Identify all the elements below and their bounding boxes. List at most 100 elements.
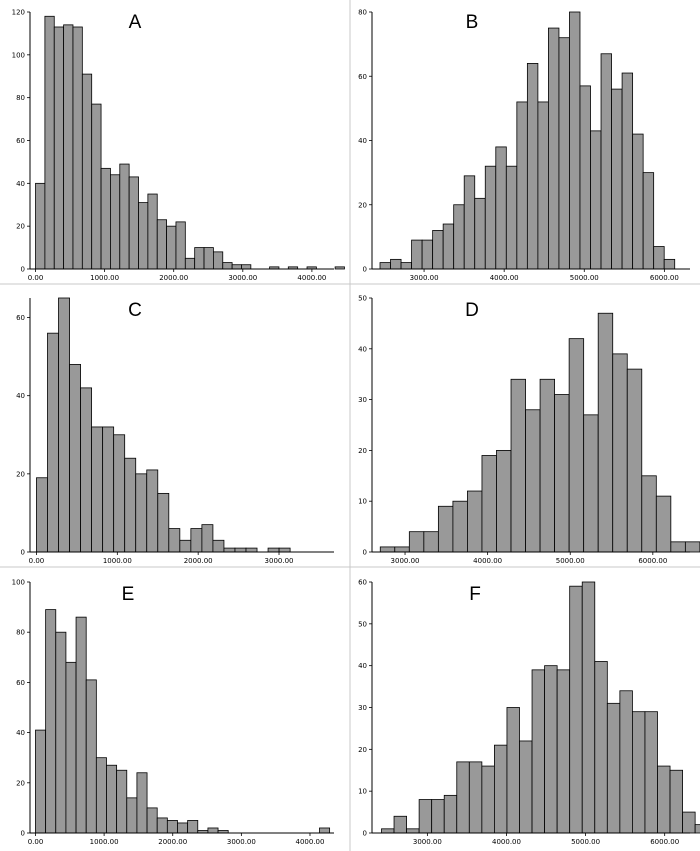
panel-f-bar-15 xyxy=(569,585,583,834)
panel-c-bar-1 xyxy=(47,332,59,553)
panel-e-label: E xyxy=(122,584,135,605)
panel-b-bar-0 xyxy=(379,262,391,270)
panel-a-bar-12 xyxy=(147,193,158,270)
panel-a-bar-8 xyxy=(110,174,121,270)
panel-f-bar-7 xyxy=(468,761,483,834)
panel-b-ytick-label-2: 40 xyxy=(358,137,367,145)
panel-f-bar-24 xyxy=(682,811,696,834)
panel-a-xtick-label-2: 2000.00 xyxy=(159,274,188,282)
panel-a-bar-9 xyxy=(119,163,130,270)
panel-d-bar-3 xyxy=(423,531,439,553)
panel-a-xtick-label-3: 3000.00 xyxy=(228,274,257,282)
panel-e-bar-5 xyxy=(85,679,97,834)
panel-f: 0 10 20 30 40 50 60 3000.00 4000.00 5000.00 6000.0… xyxy=(358,579,700,846)
panel-e-bar-13 xyxy=(166,820,178,834)
panel-f-bar-4 xyxy=(431,799,445,834)
panel-b-bar-18 xyxy=(569,11,581,270)
panel-a-bar-5 xyxy=(81,73,93,270)
panel-a-bar-7 xyxy=(100,167,111,270)
panel-f-bar-10 xyxy=(506,707,520,834)
panel-e-ytick-label-3: 60 xyxy=(16,679,25,687)
panel-e-bar-12 xyxy=(156,817,168,834)
panel-d-bar-4 xyxy=(437,505,454,553)
panel-f-bar-5 xyxy=(443,794,458,834)
panel-e-bar-0 xyxy=(35,729,47,834)
panel-b-bar-21 xyxy=(600,53,612,270)
panel-e-bar-1 xyxy=(45,609,57,834)
panel-a-bar-22 xyxy=(241,264,252,270)
panel-e-bar-2 xyxy=(55,631,67,834)
panel-c: 0 20 40 60 0.00 1000.00 2000.00 3000.00 C xyxy=(16,297,334,565)
panel-b-bar-19 xyxy=(579,85,591,270)
panel-b: 0 20 40 60 80 3000.00 4000.00 5000.00 6000.00 B xyxy=(358,9,690,282)
panel-b-bar-26 xyxy=(653,246,665,270)
panel-e-bar-8 xyxy=(116,769,128,834)
panel-f-bar-18 xyxy=(606,702,621,834)
panel-f-bar-11 xyxy=(519,740,533,834)
panel-d-bar-0 xyxy=(379,546,396,553)
panel-c-bar-14 xyxy=(190,528,203,553)
panel-e-bar-9 xyxy=(126,797,138,834)
panel-b-bar-22 xyxy=(611,88,623,270)
panel-a-bar-21 xyxy=(231,264,242,270)
panel-c-bar-22 xyxy=(278,547,291,553)
panel-a-label: A xyxy=(129,12,142,33)
panel-d-xtick-label-2: 5000.00 xyxy=(556,557,585,565)
panel-c-ytick-label-0: 0 xyxy=(21,549,25,557)
panel-a-bar-0 xyxy=(35,182,46,270)
panel-f-bar-25 xyxy=(694,824,700,834)
panel-a-bar-3 xyxy=(63,24,74,270)
panel-d-bar-17 xyxy=(626,368,643,553)
panel-b-bar-10 xyxy=(484,165,497,270)
panel-e-xtick-label-0: 0.00 xyxy=(28,838,44,846)
panel-a-xtick-label-4: 4000.00 xyxy=(297,274,326,282)
panel-f-bar-2 xyxy=(406,828,420,834)
panel-f-bar-12 xyxy=(531,669,545,834)
panel-d-bar-7 xyxy=(481,455,497,553)
panel-c-ytick-label-2: 40 xyxy=(16,392,25,400)
panel-c-bar-21 xyxy=(267,547,280,553)
panel-c-bar-8 xyxy=(124,457,137,553)
panel-c-bar-6 xyxy=(102,426,115,553)
panel-f-bar-1 xyxy=(393,815,407,834)
panel-a-bar-14 xyxy=(166,225,177,270)
panel-c-bar-2 xyxy=(58,297,70,553)
panel-c-xtick-label-3: 3000.00 xyxy=(265,557,294,565)
panel-e-xtick-label-3: 3000.00 xyxy=(227,838,256,846)
panel-b-bar-27 xyxy=(663,258,676,270)
panel-c-xtick-label-0: 0.00 xyxy=(29,557,45,565)
panel-b-ytick-label-3: 60 xyxy=(358,73,367,81)
panel-d-bar-19 xyxy=(655,495,672,553)
panel-d-bar-16 xyxy=(612,353,628,553)
panel-f-bar-21 xyxy=(644,711,658,834)
panel-f-xtick-label-2: 5000.00 xyxy=(571,838,600,846)
panel-f-bar-19 xyxy=(619,690,633,834)
panel-b-bar-2 xyxy=(400,262,412,270)
panel-a-bar-16 xyxy=(184,257,196,270)
panel-d-ytick-label-3: 30 xyxy=(358,396,367,404)
panel-a-ytick-label-6: 120 xyxy=(12,9,25,17)
panel-a-bar-11 xyxy=(138,202,149,270)
panel-b-bar-12 xyxy=(505,165,518,270)
panel-e-ytick-label-1: 20 xyxy=(16,779,25,787)
panel-a-bar-15 xyxy=(175,221,186,270)
panel-e-bar-28 xyxy=(319,827,331,834)
panel-f-bar-20 xyxy=(632,711,646,834)
panel-a-bar-4 xyxy=(72,26,83,270)
panel-e-xtick-label-1: 1000.00 xyxy=(90,838,119,846)
panel-f-bar-6 xyxy=(456,761,470,834)
panel-a-bar-1 xyxy=(44,15,55,270)
panel-c-ytick-label-1: 20 xyxy=(16,470,25,478)
panel-c-bar-16 xyxy=(212,539,225,553)
panel-a-bar-10 xyxy=(128,176,139,270)
panel-d-xtick-label-0: 3000.00 xyxy=(391,557,420,565)
panel-f-bar-22 xyxy=(657,765,671,834)
panel-a-bar-2 xyxy=(53,26,65,270)
panel-c-bar-10 xyxy=(146,469,159,553)
panel-b-bar-14 xyxy=(526,63,539,270)
panel-c-bar-17 xyxy=(223,547,236,553)
panel-c-bar-0 xyxy=(36,477,48,553)
panel-a-ytick-label-5: 100 xyxy=(12,51,25,59)
panel-c-xtick-label-2: 2000.00 xyxy=(184,557,213,565)
panel-d-ytick-label-0: 0 xyxy=(363,549,367,557)
